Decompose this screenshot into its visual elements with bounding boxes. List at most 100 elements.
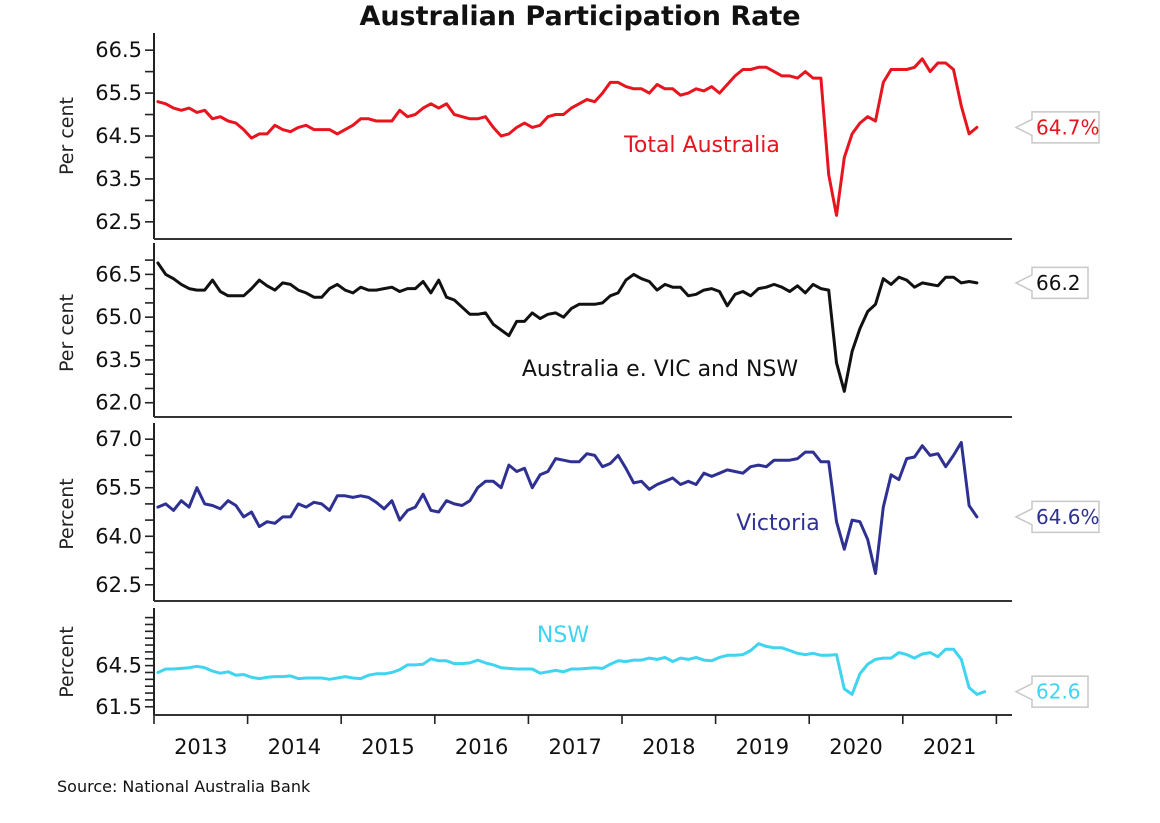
data-point: [640, 659, 642, 661]
data-point: [375, 501, 377, 503]
data-point: [274, 522, 276, 524]
data-point: [360, 286, 362, 288]
data-point: [414, 664, 416, 666]
data-point: [313, 677, 315, 679]
data-point: [157, 262, 159, 264]
data-point: [765, 286, 767, 288]
callout-box: [1014, 111, 1100, 144]
data-point: [438, 107, 440, 109]
data-point: [804, 70, 806, 72]
data-point: [750, 649, 752, 651]
data-point: [750, 465, 752, 467]
data-point: [703, 659, 705, 661]
data-point: [219, 115, 221, 117]
data-point: [383, 287, 385, 289]
series-label: Australia e. VIC and NSW: [522, 357, 799, 382]
data-point: [211, 504, 213, 506]
data-point: [937, 655, 939, 657]
data-point: [648, 657, 650, 659]
data-point: [305, 292, 307, 294]
data-point: [789, 459, 791, 461]
data-point: [375, 673, 377, 675]
series-line: [156, 642, 987, 696]
data-point: [968, 280, 970, 282]
data-point: [266, 521, 268, 523]
data-point: [890, 68, 892, 70]
data-point: [282, 282, 284, 284]
data-point: [422, 107, 424, 109]
data-point: [929, 651, 931, 653]
data-point: [835, 362, 837, 364]
data-point: [383, 673, 385, 675]
data-point: [890, 657, 892, 659]
data-point: [227, 499, 229, 501]
data-point: [165, 503, 167, 505]
data-point: [188, 107, 190, 109]
data-point: [742, 290, 744, 292]
data-point: [781, 286, 783, 288]
data-point: [859, 327, 861, 329]
data-point: [243, 673, 245, 675]
data-point: [890, 283, 892, 285]
data-point: [352, 496, 354, 498]
data-point: [828, 461, 830, 463]
data-point: [196, 487, 198, 489]
data-point: [562, 113, 564, 115]
data-point: [695, 88, 697, 90]
data-point: [266, 285, 268, 287]
data-point: [664, 283, 666, 285]
data-point: [796, 457, 798, 459]
data-point: [789, 75, 791, 77]
data-point: [984, 690, 986, 692]
data-point: [695, 483, 697, 485]
series-label: Total Australia: [623, 133, 780, 158]
data-point: [172, 668, 174, 670]
data-point: [757, 464, 759, 466]
data-point: [734, 293, 736, 295]
data-point: [250, 511, 252, 513]
data-point: [289, 516, 291, 518]
data-point: [555, 113, 557, 115]
data-point: [391, 499, 393, 501]
y-tick-label: 63.5: [95, 167, 142, 191]
data-point: [243, 295, 245, 297]
data-point: [531, 487, 533, 489]
data-point: [851, 693, 853, 695]
data-point: [328, 509, 330, 511]
source-note: Source: National Australia Bank: [57, 777, 311, 796]
data-point: [757, 66, 759, 68]
data-point: [601, 302, 603, 304]
data-point: [679, 94, 681, 96]
data-point: [523, 467, 525, 469]
data-point: [219, 672, 221, 674]
data-point: [461, 504, 463, 506]
data-point: [438, 279, 440, 281]
data-point: [570, 307, 572, 309]
data-point: [765, 66, 767, 68]
data-point: [305, 506, 307, 508]
data-point: [898, 651, 900, 653]
data-point: [648, 488, 650, 490]
data-point: [258, 279, 260, 281]
data-point: [750, 295, 752, 297]
y-tick-label: 61.5: [95, 695, 142, 719]
data-point: [508, 667, 510, 669]
data-point: [578, 461, 580, 463]
data-point: [586, 667, 588, 669]
data-point: [204, 503, 206, 505]
data-point: [297, 289, 299, 291]
data-point: [687, 295, 689, 297]
y-tick-label: 64.5: [95, 124, 142, 148]
data-point: [851, 519, 853, 521]
data-point: [976, 282, 978, 284]
y-tick-label: 67.0: [95, 427, 142, 451]
data-point: [828, 654, 830, 656]
data-point: [633, 659, 635, 661]
data-point: [321, 677, 323, 679]
data-point: [679, 286, 681, 288]
data-point: [516, 126, 518, 128]
data-point: [672, 286, 674, 288]
data-point: [570, 668, 572, 670]
data-point: [906, 653, 908, 655]
data-point: [828, 173, 830, 175]
